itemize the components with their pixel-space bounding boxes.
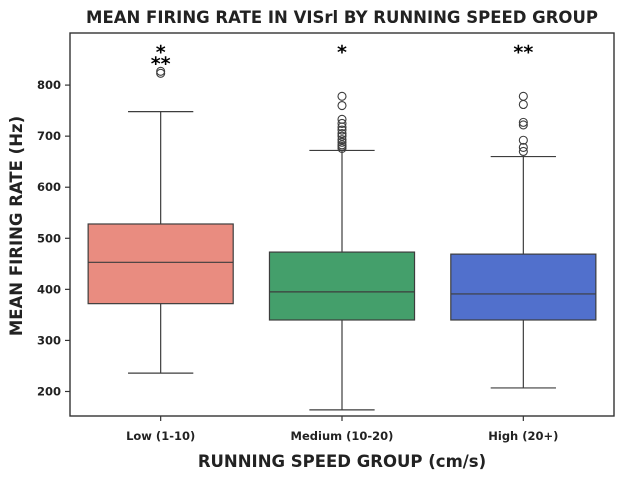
box-group — [268, 91, 416, 411]
outlier-point — [518, 146, 528, 157]
y-tick-label: 200 — [37, 384, 61, 398]
box — [87, 223, 234, 305]
x-tick-label: High (20+) — [488, 429, 558, 443]
outlier-point — [337, 114, 347, 124]
box-group — [450, 91, 597, 389]
outlier-point — [337, 140, 347, 150]
outlier-point — [337, 129, 347, 139]
significance-marker: ** — [151, 53, 171, 75]
outlier-point — [337, 91, 347, 101]
y-axis: 200 300 400 500 600 700 800 — [37, 78, 70, 398]
x-tick-label: Medium (10-20) — [291, 429, 394, 443]
outlier-point — [156, 66, 166, 76]
y-axis-label: MEAN FIRING RATE (Hz) — [7, 116, 26, 336]
significance-marker: * — [156, 41, 166, 63]
chart-title: MEAN FIRING RATE IN VISrl BY RUNNING SPE… — [86, 8, 598, 27]
x-axis-label: RUNNING SPEED GROUP (cm/s) — [198, 452, 486, 471]
y-tick-label: 700 — [37, 129, 61, 143]
outlier-point — [337, 100, 347, 111]
outlier-point — [518, 142, 528, 152]
y-tick-label: 600 — [37, 180, 61, 194]
outlier-point — [518, 135, 528, 145]
outlier-point — [337, 131, 347, 141]
outlier-point — [518, 91, 528, 101]
box — [450, 253, 597, 321]
outlier-point — [337, 118, 347, 128]
x-axis: Low (1-10) Medium (10-20) High (20+) — [126, 416, 558, 443]
outlier-point — [518, 117, 528, 127]
box — [268, 251, 416, 321]
outlier-point — [518, 120, 528, 130]
x-tick-label: Low (1-10) — [126, 429, 195, 443]
outlier-point — [337, 125, 347, 135]
significance-marker: * — [337, 41, 347, 63]
y-tick-label: 800 — [37, 78, 61, 92]
significance-marker: ** — [513, 41, 533, 63]
box-group — [87, 66, 234, 374]
outlier-point — [337, 135, 347, 145]
plot-area: **** ** — [87, 41, 597, 411]
outlier-point — [518, 99, 528, 110]
y-tick-label: 300 — [37, 333, 61, 347]
y-tick-label: 500 — [37, 231, 61, 245]
outlier-point — [337, 137, 347, 147]
y-tick-label: 400 — [37, 282, 61, 296]
